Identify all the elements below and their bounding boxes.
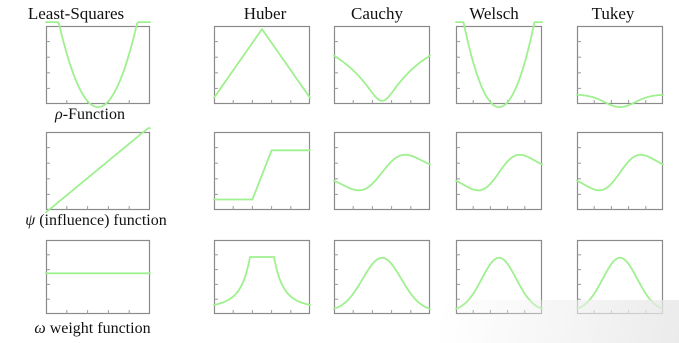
plot-frame bbox=[333, 239, 431, 315]
plot-frame bbox=[213, 239, 311, 315]
rho-symbol: ρ bbox=[55, 106, 63, 123]
rho-curve-u-shape bbox=[455, 21, 543, 108]
rho-curve-log-v-shape bbox=[333, 54, 431, 102]
plot-frame bbox=[213, 131, 311, 211]
column-title-tukey: Tukey bbox=[591, 4, 635, 23]
plot-frame bbox=[333, 131, 431, 211]
psi-label-text: (influence) function bbox=[35, 212, 167, 229]
column-title-welsch: Welsch bbox=[469, 4, 519, 23]
rho-plot-cauchy bbox=[333, 25, 431, 105]
psi-curve-redescending bbox=[333, 153, 431, 192]
plot-frame bbox=[45, 239, 151, 315]
psi-plot-cauchy bbox=[333, 131, 431, 211]
plot-frame bbox=[333, 25, 431, 105]
omega-symbol: ω bbox=[34, 320, 46, 337]
psi-symbol: ψ bbox=[25, 212, 36, 229]
row-label-omega: ω weight function bbox=[10, 320, 175, 338]
omega-curve-bell bbox=[455, 256, 543, 310]
psi-plot-welsch bbox=[455, 131, 543, 211]
rho-plot-tukey bbox=[576, 25, 664, 108]
plot-frame bbox=[455, 25, 543, 105]
psi-curve-clipped-linear bbox=[213, 149, 311, 201]
image-fade-overlay bbox=[440, 300, 679, 343]
column-title-cauchy: Cauchy bbox=[351, 4, 403, 23]
omega-curve-bell bbox=[576, 256, 664, 310]
plot-frame bbox=[213, 25, 311, 105]
psi-plot-least-squares bbox=[45, 127, 151, 214]
row-label-psi: ψ (influence) function bbox=[0, 212, 192, 230]
omega-plot-least-squares bbox=[45, 239, 151, 315]
plot-frame bbox=[45, 131, 151, 211]
rho-plot-welsch bbox=[455, 21, 543, 108]
omega-curve-flat-top-peak bbox=[213, 256, 311, 306]
psi-plot-huber bbox=[213, 131, 311, 211]
plot-frame bbox=[576, 25, 664, 105]
rho-curve-quadratic bbox=[45, 21, 151, 108]
row-label-rho: ρ-Function bbox=[10, 106, 170, 124]
omega-curve-bell bbox=[333, 256, 431, 310]
column-title-huber: Huber bbox=[243, 4, 287, 23]
psi-curve-linear bbox=[45, 127, 151, 214]
rho-label-text: -Function bbox=[62, 106, 125, 123]
rho-plot-least-squares bbox=[45, 21, 151, 108]
rho-plot-huber bbox=[213, 25, 311, 105]
omega-plot-cauchy bbox=[333, 239, 431, 315]
rho-curve-flat-bottom-well bbox=[576, 94, 664, 108]
psi-plot-tukey bbox=[576, 131, 664, 211]
psi-curve-redescending bbox=[455, 153, 543, 192]
omega-plot-huber bbox=[213, 239, 311, 315]
plot-frame bbox=[576, 131, 664, 211]
plot-frame bbox=[455, 131, 543, 211]
psi-curve-redescending bbox=[576, 153, 664, 192]
rho-curve-v-shape bbox=[213, 28, 311, 99]
column-title-least-squares: Least-Squares bbox=[27, 4, 125, 23]
omega-label-text: weight function bbox=[45, 320, 151, 337]
